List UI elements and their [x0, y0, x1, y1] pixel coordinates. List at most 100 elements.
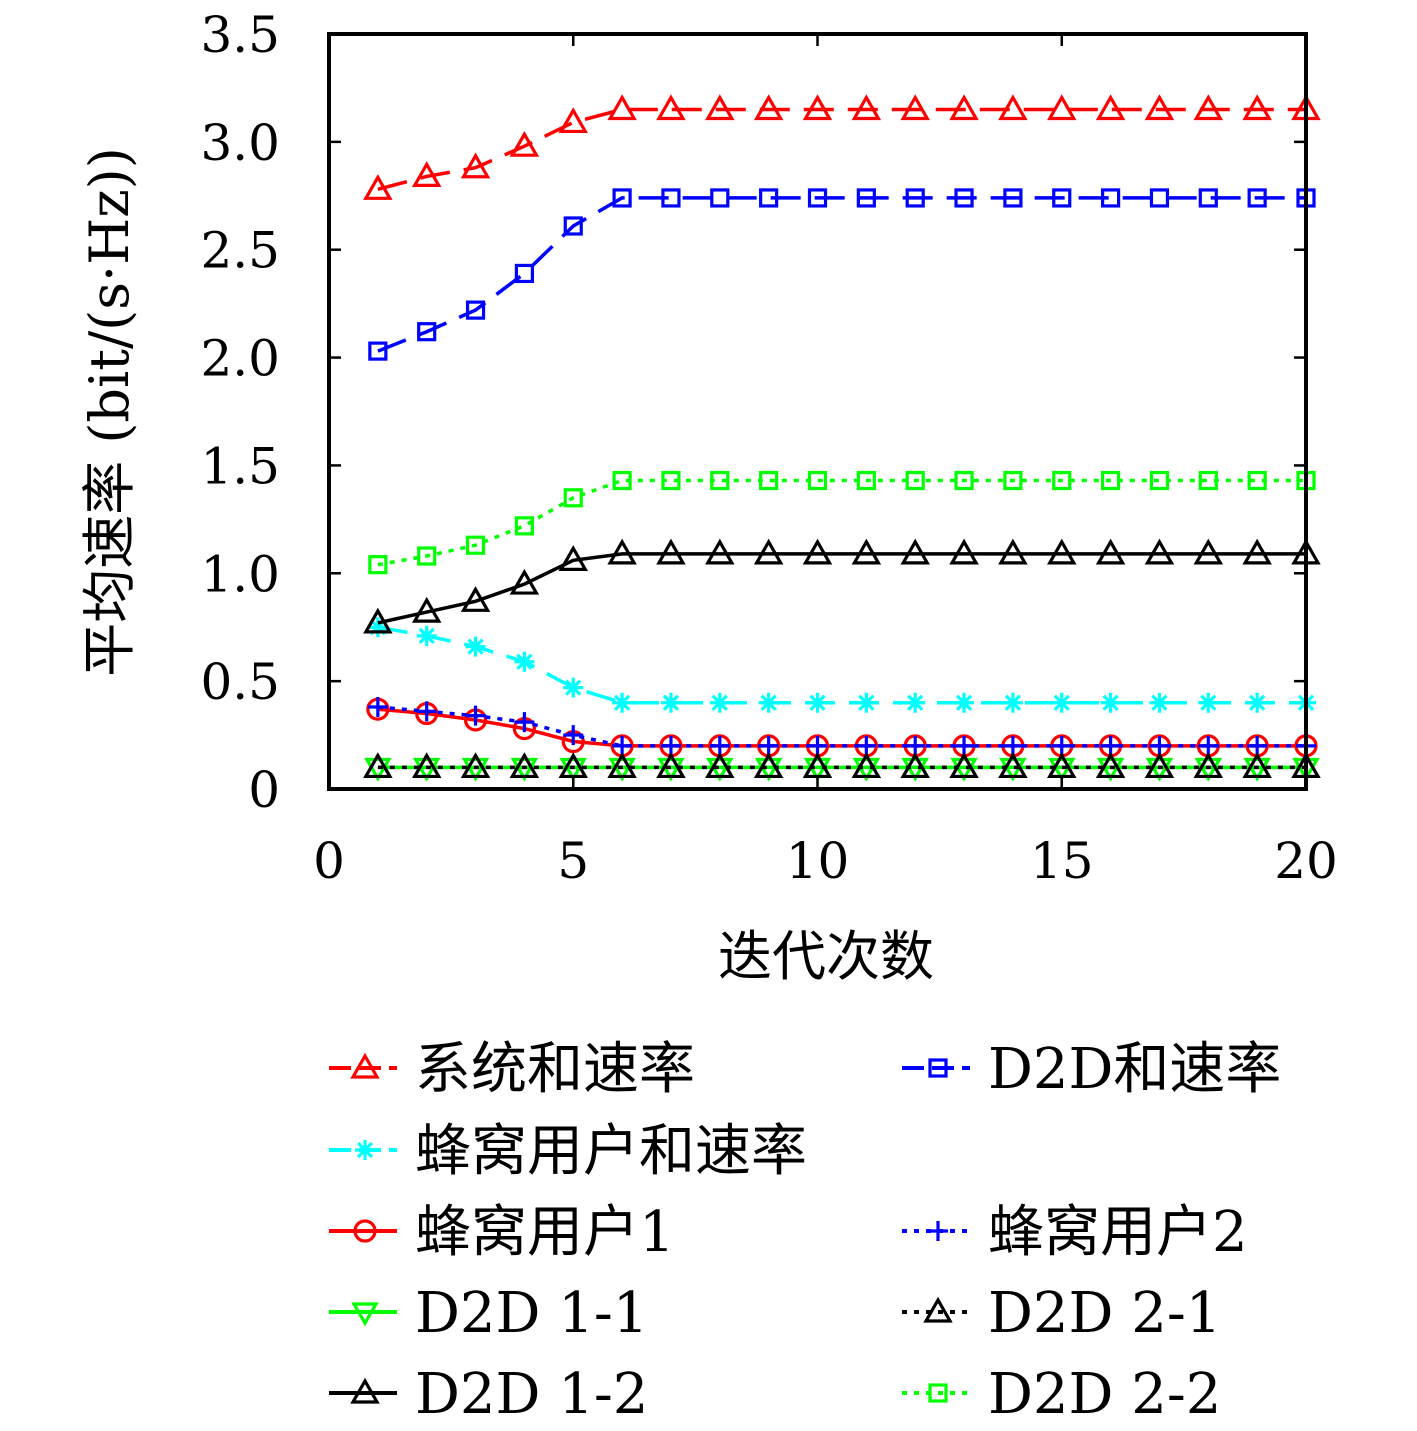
data-point	[416, 701, 437, 722]
data-point	[758, 692, 779, 713]
data-point	[514, 712, 535, 733]
data-point	[1193, 752, 1224, 779]
data-point	[559, 757, 588, 782]
data-point	[460, 752, 491, 779]
legend-swatch-marker	[928, 1221, 948, 1241]
data-point	[412, 757, 441, 782]
y-tick-label: 3.0	[200, 114, 280, 172]
data-point	[514, 263, 535, 284]
series-layer	[363, 94, 1321, 782]
legend-label: D2D 2-2	[988, 1362, 1221, 1427]
data-point	[905, 470, 925, 491]
data-point	[1145, 757, 1174, 782]
data-point	[612, 188, 632, 208]
axis-ticks: 0 5 10 15 20 0 0.5 1.0 1.5 2.0 2.5 3.0 3.5	[200, 6, 1337, 890]
data-point	[1193, 94, 1224, 121]
x-tick-label: 20	[1274, 832, 1338, 890]
data-point	[1198, 470, 1218, 491]
data-point	[661, 188, 681, 208]
data-point	[1198, 692, 1219, 713]
data-point	[368, 341, 388, 361]
data-point	[363, 174, 393, 200]
data-point	[1046, 752, 1077, 779]
data-point	[900, 538, 930, 565]
data-point	[1003, 188, 1023, 208]
data-point	[802, 752, 833, 779]
data-point	[856, 470, 876, 491]
series-d2d-2-1	[363, 752, 1321, 779]
legend-item-d2d-2-2: D2D 2-2	[902, 1362, 1221, 1427]
data-point	[705, 94, 735, 121]
x-tick-label: 10	[786, 832, 850, 890]
x-tick-label: 0	[313, 832, 345, 890]
data-point	[509, 568, 540, 595]
data-point	[949, 752, 979, 779]
data-point	[1149, 188, 1170, 208]
data-point	[612, 692, 633, 713]
legend-swatch-marker	[350, 1377, 380, 1404]
data-point	[363, 752, 393, 779]
data-point	[364, 757, 392, 782]
legend-label: D2D 1-2	[415, 1362, 648, 1427]
data-point	[807, 692, 828, 713]
data-point	[612, 470, 632, 491]
legend-swatch-marker	[351, 1302, 379, 1327]
data-point	[1193, 538, 1224, 565]
series-系统和速率	[363, 94, 1321, 200]
data-point	[608, 757, 636, 782]
y-tick-label: 1.0	[200, 545, 280, 603]
data-point	[705, 538, 735, 565]
data-point	[1242, 752, 1272, 779]
data-point	[1247, 188, 1267, 208]
data-point	[411, 752, 442, 779]
data-point	[1194, 757, 1223, 782]
data-point	[954, 188, 974, 208]
data-point	[660, 692, 681, 713]
data-point	[656, 94, 686, 121]
legend-label: 蜂窝用户1	[415, 1200, 675, 1265]
data-point	[1047, 757, 1076, 782]
data-point	[657, 757, 685, 782]
data-point	[856, 692, 877, 713]
data-point	[954, 692, 975, 713]
data-point	[856, 188, 876, 208]
data-point	[1247, 692, 1268, 713]
data-point	[416, 625, 437, 646]
legend-item-系统和速率: 系统和速率	[329, 1037, 695, 1102]
y-tick-label: 0.5	[200, 653, 280, 711]
series-蜂窝用户和速率	[367, 617, 1316, 713]
data-point	[905, 188, 925, 208]
data-point	[1242, 94, 1272, 121]
data-point	[1003, 470, 1023, 491]
data-point	[1095, 538, 1126, 565]
data-point	[998, 94, 1028, 121]
data-point	[954, 470, 974, 491]
data-point	[753, 752, 784, 779]
series-蜂窝用户1	[366, 697, 1318, 758]
data-point	[1096, 757, 1125, 782]
data-point	[607, 538, 637, 565]
data-point	[367, 697, 388, 718]
data-point	[1144, 752, 1175, 779]
data-point	[1100, 470, 1121, 491]
data-point	[1052, 188, 1072, 208]
data-point	[1051, 692, 1072, 713]
data-point	[417, 322, 437, 342]
legend-item-蜂窝用户和速率: 蜂窝用户和速率	[329, 1119, 807, 1184]
data-point	[1198, 188, 1218, 208]
data-point	[563, 216, 583, 236]
data-point	[998, 538, 1028, 565]
legend-swatch-marker	[928, 1383, 948, 1403]
data-point	[807, 188, 828, 208]
data-point	[710, 188, 730, 208]
data-point	[998, 752, 1028, 779]
data-point	[759, 470, 779, 491]
data-point	[1247, 470, 1267, 491]
data-point	[753, 538, 784, 565]
data-point	[411, 596, 442, 623]
legend-label: 系统和速率	[415, 1037, 695, 1102]
legend-label: 蜂窝用户和速率	[415, 1119, 807, 1184]
legend-label: D2D和速率	[988, 1037, 1281, 1102]
data-point	[465, 535, 486, 555]
